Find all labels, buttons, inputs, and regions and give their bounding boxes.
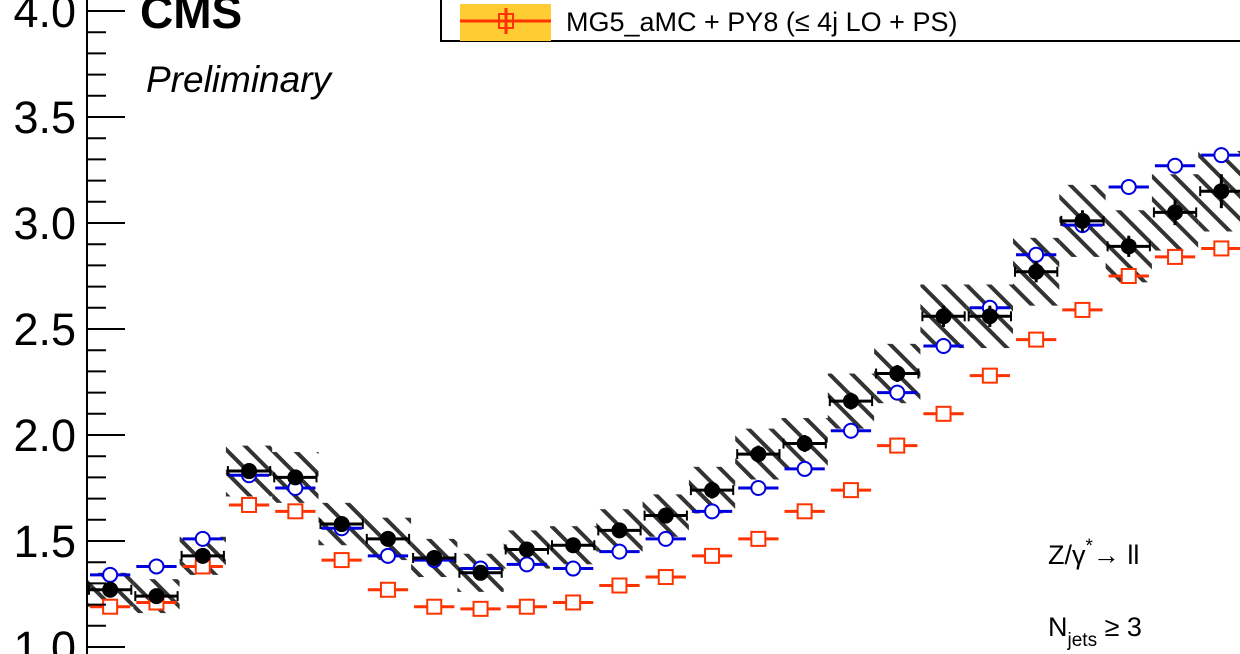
filled-circle-marker bbox=[981, 308, 998, 325]
square-marker bbox=[1028, 331, 1045, 348]
filled-circle-marker bbox=[657, 507, 674, 524]
square-marker bbox=[704, 547, 721, 564]
filled-circle-marker bbox=[518, 541, 535, 558]
open-circle-marker bbox=[1120, 178, 1137, 195]
y-tick-label: 1.5 bbox=[13, 516, 76, 567]
square-marker bbox=[935, 405, 952, 422]
open-circle-marker bbox=[796, 460, 813, 477]
square-marker bbox=[1120, 268, 1137, 284]
open-circle-marker bbox=[1028, 246, 1045, 263]
square-marker bbox=[565, 594, 582, 611]
process-annotation: Z/γ*→ ll bbox=[1048, 536, 1139, 570]
filled-circle-marker bbox=[889, 365, 906, 382]
y-tick-label: 2.5 bbox=[13, 304, 76, 355]
open-circle-marker bbox=[935, 337, 952, 354]
filled-circle-marker bbox=[1028, 263, 1045, 280]
square-marker bbox=[1213, 240, 1230, 257]
filled-circle-marker bbox=[102, 581, 119, 598]
open-circle-marker bbox=[194, 530, 211, 547]
filled-circle-marker bbox=[750, 446, 767, 463]
y-tick-label: 2.0 bbox=[13, 410, 76, 461]
filled-circle-marker bbox=[704, 482, 721, 499]
filled-circle-marker bbox=[565, 537, 582, 554]
legend-marker bbox=[498, 13, 514, 29]
open-circle-marker bbox=[889, 384, 906, 401]
series-open-squares bbox=[90, 240, 1240, 617]
square-marker bbox=[426, 598, 443, 615]
status-label: Preliminary bbox=[146, 59, 334, 100]
open-circle-marker bbox=[379, 547, 396, 564]
njets-label: Njets ≥ 3 bbox=[1048, 612, 1142, 651]
filled-circle-marker bbox=[333, 516, 350, 533]
square-marker bbox=[889, 437, 906, 454]
open-circle-marker bbox=[842, 422, 859, 439]
filled-circle-marker bbox=[287, 469, 304, 486]
experiment-label: CMS bbox=[140, 0, 242, 38]
square-marker bbox=[1167, 248, 1184, 265]
square-marker bbox=[287, 503, 304, 520]
y-axis-ticks bbox=[87, 10, 125, 648]
njets-annotation: Njets ≥ 3 bbox=[1048, 612, 1142, 651]
open-circle-marker bbox=[518, 556, 535, 573]
square-marker bbox=[518, 598, 535, 615]
filled-circle-marker bbox=[426, 549, 443, 566]
square-marker bbox=[981, 367, 998, 384]
open-circle-marker bbox=[148, 558, 165, 575]
filled-circle-marker bbox=[611, 522, 628, 539]
square-marker bbox=[241, 496, 258, 513]
open-circle-marker bbox=[1167, 157, 1184, 174]
filled-circle-marker bbox=[379, 530, 396, 547]
filled-circle-marker bbox=[148, 588, 165, 605]
filled-circle-marker bbox=[842, 393, 859, 410]
open-circle-marker bbox=[704, 503, 721, 520]
y-tick-label: 3.0 bbox=[13, 198, 76, 249]
square-marker bbox=[472, 600, 489, 617]
y-tick-label: 4.0 bbox=[13, 0, 76, 37]
legend: MG5_aMC + PY8 (≤ 4j LO + PS) bbox=[440, 0, 1240, 42]
y-axis-tick-labels: 1.0 1.5 2.0 2.5 3.0 3.5 4.0 bbox=[13, 0, 76, 654]
open-circle-marker bbox=[102, 566, 119, 583]
open-circle-marker bbox=[611, 543, 628, 560]
y-tick-label: 1.0 bbox=[13, 622, 76, 654]
filled-circle-marker bbox=[1213, 183, 1230, 200]
process-label: Z/γ*→ ll bbox=[1048, 536, 1139, 570]
filled-circle-marker bbox=[194, 547, 211, 564]
series-filled-circles bbox=[88, 174, 1240, 605]
filled-circle-marker bbox=[1074, 212, 1091, 229]
filled-circle-marker bbox=[935, 308, 952, 325]
square-marker bbox=[842, 482, 859, 499]
open-circle-marker bbox=[750, 480, 767, 496]
legend-entry-label: MG5_aMC + PY8 (≤ 4j LO + PS) bbox=[566, 7, 957, 37]
y-tick-label: 3.5 bbox=[13, 92, 76, 143]
filled-circle-marker bbox=[796, 435, 813, 452]
filled-circle-marker bbox=[1167, 204, 1184, 221]
filled-circle-marker bbox=[1120, 238, 1137, 255]
square-marker bbox=[796, 503, 813, 520]
square-marker bbox=[611, 577, 628, 594]
square-marker bbox=[102, 598, 119, 615]
square-marker bbox=[333, 552, 350, 569]
square-marker bbox=[657, 569, 674, 586]
experiment-label-group: CMS Preliminary bbox=[140, 0, 334, 100]
legend-frame bbox=[440, 0, 1240, 42]
open-circle-marker bbox=[657, 530, 674, 547]
square-marker bbox=[379, 581, 396, 598]
square-marker bbox=[750, 530, 767, 547]
filled-circle-marker bbox=[472, 564, 489, 581]
open-circle-marker bbox=[1213, 147, 1230, 164]
filled-circle-marker bbox=[241, 463, 258, 480]
square-marker bbox=[1074, 301, 1091, 318]
open-circle-marker bbox=[565, 560, 582, 577]
